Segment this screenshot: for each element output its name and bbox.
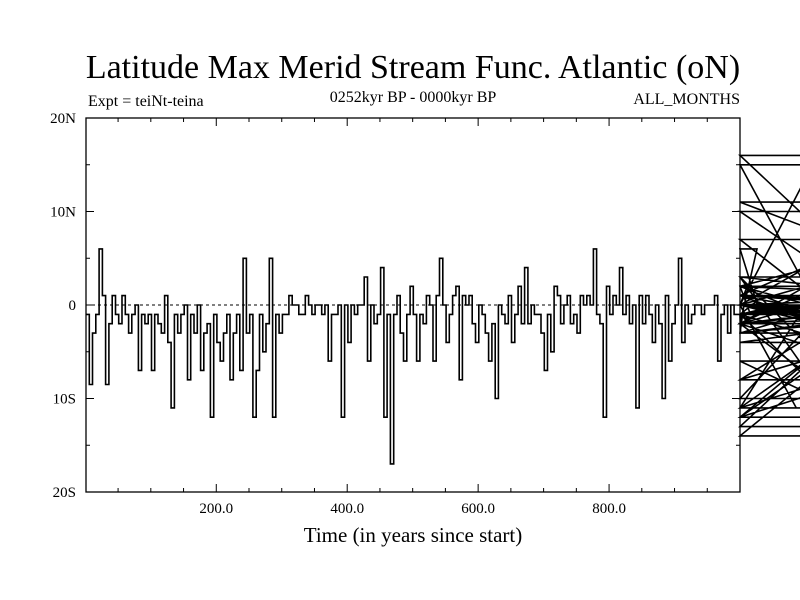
time-range-label: 0252kyr BP - 0000kyr BP <box>330 89 497 106</box>
y-tick-label: 20S <box>53 485 76 501</box>
y-tick-label: 10N <box>50 205 76 221</box>
chart-title: Latitude Max Merid Stream Func. Atlantic… <box>86 49 740 86</box>
y-tick-label: 0 <box>69 298 77 314</box>
stream-function-series-line <box>86 154 800 465</box>
x-axis-label: Time (in years since start) <box>304 523 523 547</box>
x-tick-label: 800.0 <box>592 501 626 517</box>
x-tick-label: 200.0 <box>199 501 233 517</box>
x-tick-label: 600.0 <box>461 501 495 517</box>
x-axis: 200.0 400.0 600.0 800.0 <box>117 118 708 517</box>
x-tick-label: 400.0 <box>330 501 364 517</box>
experiment-label: Expt = teiNt-teina <box>88 93 204 110</box>
months-label: ALL_MONTHS <box>633 91 740 108</box>
y-tick-label: 20N <box>50 111 76 127</box>
y-axis: 20S 10S 0 10N 20N <box>50 111 740 501</box>
plot-area <box>85 117 800 493</box>
y-tick-label: 10S <box>53 392 76 408</box>
